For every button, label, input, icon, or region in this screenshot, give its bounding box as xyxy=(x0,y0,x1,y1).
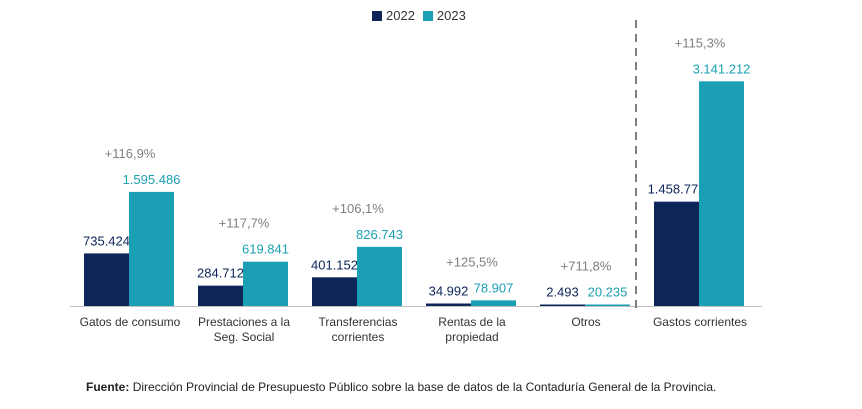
chart-legend: 2022 2023 xyxy=(372,8,474,23)
data-label-2023-0: 1.595.486 xyxy=(123,172,181,187)
category-label-1-0: Prestaciones a la xyxy=(198,315,290,329)
data-label-2022-3: 34.992 xyxy=(429,283,469,298)
legend-label-2023: 2023 xyxy=(436,8,466,23)
bar-2023-3 xyxy=(471,300,516,306)
category-label-5-0: Gastos corrientes xyxy=(653,315,747,329)
data-label-2022-1: 284.712 xyxy=(197,266,244,281)
data-label-2023-3: 78.907 xyxy=(474,280,514,295)
legend-item-2023: 2023 xyxy=(422,8,466,23)
bar-2022-1 xyxy=(198,285,243,306)
growth-annotation-4: +711,8% xyxy=(561,259,612,274)
legend-item-2022: 2022 xyxy=(372,8,415,23)
growth-annotation-3: +125,5% xyxy=(446,254,498,269)
data-label-2022-5: 1.458.772 xyxy=(648,182,706,197)
bar-2022-0 xyxy=(84,253,129,306)
category-label-1-1: Seg. Social xyxy=(214,330,275,344)
legend-swatch-2022 xyxy=(372,10,382,21)
growth-annotation-0: +116,9% xyxy=(105,146,156,161)
category-label-2-0: Transferencias xyxy=(319,315,398,329)
legend-label-2022: 2022 xyxy=(386,8,415,23)
source-note: Fuente: Dirección Provincial de Presupue… xyxy=(86,380,716,394)
bar-2023-5 xyxy=(699,81,744,307)
source-label: Fuente: xyxy=(86,380,130,394)
legend-swatch-2023 xyxy=(422,10,433,21)
growth-annotation-1: +117,7% xyxy=(219,216,270,231)
category-label-2-1: corrientes xyxy=(332,330,385,344)
bar-2022-2 xyxy=(312,277,357,306)
data-label-2023-5: 3.141.212 xyxy=(693,61,751,76)
data-label-2022-4: 2.493 xyxy=(546,285,579,300)
bar-2023-2 xyxy=(357,246,402,306)
category-label-4-0: Otros xyxy=(571,315,600,329)
category-label-3-0: Rentas de la xyxy=(438,315,506,329)
bar-2022-4 xyxy=(540,304,585,306)
growth-annotation-2: +106,1% xyxy=(332,201,384,216)
data-label-2023-1: 619.841 xyxy=(242,242,289,257)
data-label-2022-2: 401.152 xyxy=(311,257,358,272)
bar-2023-1 xyxy=(243,261,288,306)
bar-2022-5 xyxy=(654,201,699,306)
source-text: Dirección Provincial de Presupuesto Públ… xyxy=(132,380,717,394)
data-label-2023-4: 20.235 xyxy=(588,285,628,300)
growth-annotation-5: +115,3% xyxy=(675,35,726,50)
bar-2022-3 xyxy=(426,303,471,306)
category-label-3-1: propiedad xyxy=(445,330,498,344)
category-label-0-0: Gatos de consumo xyxy=(80,315,181,329)
bar-2023-4 xyxy=(585,304,630,306)
bar-2023-0 xyxy=(129,191,174,306)
data-label-2022-0: 735.424 xyxy=(83,233,130,248)
data-label-2023-2: 826.743 xyxy=(356,227,403,242)
